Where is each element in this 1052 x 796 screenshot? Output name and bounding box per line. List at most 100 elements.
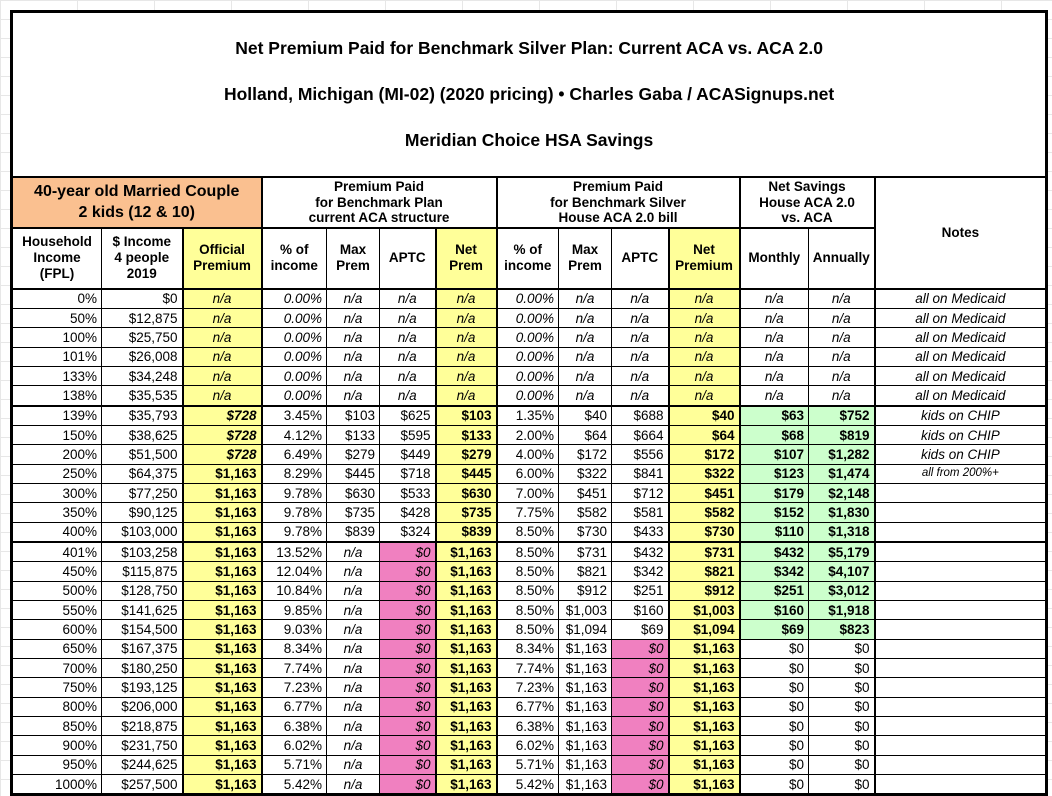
cell-aca-aptc[interactable]: $595	[379, 424, 436, 446]
cell-income[interactable]: $35,793	[101, 404, 183, 426]
cell-savings-monthly[interactable]: $69	[739, 619, 809, 640]
cell-income[interactable]: $206,000	[101, 696, 183, 718]
cell-aca2-aptc[interactable]: $432	[611, 540, 669, 563]
cell-aca2-aptc[interactable]: $251	[611, 580, 669, 602]
cell-aca2-max-prem[interactable]: $1,163	[558, 774, 612, 796]
cell-aca-net-prem[interactable]: n/a	[434, 385, 498, 407]
cell-note[interactable]: all on Medicaid	[873, 288, 1048, 309]
cell-savings-annually[interactable]: $0	[808, 638, 876, 660]
cell-aca2-net-premium[interactable]: $730	[667, 521, 741, 543]
cell-aca2-aptc[interactable]: n/a	[611, 307, 669, 329]
cell-income[interactable]: $167,375	[101, 638, 183, 660]
cell-aca2-net-premium[interactable]: $1,094	[667, 619, 741, 640]
cell-aca2-aptc[interactable]: $0	[611, 774, 669, 796]
cell-fpl[interactable]: 850%	[11, 716, 102, 737]
cell-aca-net-prem[interactable]: $133	[434, 424, 498, 446]
cell-aca-net-prem[interactable]: $279	[434, 444, 498, 465]
cell-savings-annually[interactable]: $1,918	[808, 599, 876, 621]
col-header-aca-pct-income[interactable]: % of income	[261, 227, 327, 290]
cell-aca-aptc[interactable]: $0	[379, 774, 436, 796]
cell-savings-monthly[interactable]: $0	[739, 677, 809, 698]
notes-column-header[interactable]: Notes	[873, 176, 1048, 290]
cell-note[interactable]	[873, 735, 1048, 756]
cell-aca-max-prem[interactable]: n/a	[326, 561, 380, 582]
cell-aca2-aptc[interactable]: n/a	[611, 327, 669, 348]
cell-aca2-net-premium[interactable]: $172	[667, 444, 741, 465]
cell-aca2-max-prem[interactable]: $1,163	[558, 754, 612, 776]
cell-aca-aptc[interactable]: $0	[379, 619, 436, 640]
cell-aca-aptc[interactable]: $0	[379, 735, 436, 756]
cell-savings-monthly[interactable]: $251	[739, 580, 809, 602]
cell-aca-max-prem[interactable]: n/a	[326, 716, 380, 737]
cell-aca-pct-income[interactable]: 6.49%	[261, 444, 327, 465]
cell-income[interactable]: $90,125	[101, 502, 183, 523]
cell-fpl[interactable]: 101%	[11, 346, 102, 367]
cell-fpl[interactable]: 950%	[11, 754, 102, 776]
cell-official-premium[interactable]: $728	[181, 404, 263, 426]
cell-aca2-aptc[interactable]: $160	[611, 599, 669, 621]
cell-note[interactable]	[873, 774, 1048, 796]
cell-aca-net-prem[interactable]: n/a	[434, 307, 498, 329]
cell-official-premium[interactable]: $1,163	[181, 638, 263, 660]
cell-income[interactable]: $0	[101, 288, 183, 309]
cell-aca-aptc[interactable]: $625	[379, 404, 436, 426]
cell-aca-net-prem[interactable]: $1,163	[434, 638, 498, 660]
col-header-aca-net-prem[interactable]: Net Prem	[434, 227, 498, 290]
cell-savings-monthly[interactable]: $0	[739, 716, 809, 737]
cell-official-premium[interactable]: $1,163	[181, 502, 263, 523]
cell-aca-pct-income[interactable]: 13.52%	[261, 540, 327, 563]
cell-aca2-net-premium[interactable]: n/a	[667, 346, 741, 367]
cell-savings-annually[interactable]: $5,179	[808, 540, 876, 563]
cell-aca-pct-income[interactable]: 9.78%	[261, 521, 327, 543]
cell-aca2-net-premium[interactable]: $1,163	[667, 754, 741, 776]
cell-aca-net-prem[interactable]: $1,163	[434, 754, 498, 776]
cell-aca-max-prem[interactable]: n/a	[326, 619, 380, 640]
cell-fpl[interactable]: 500%	[11, 580, 102, 602]
cell-savings-annually[interactable]: $3,012	[808, 580, 876, 602]
col-header-aca2-aptc[interactable]: APTC	[611, 227, 669, 290]
cell-savings-annually[interactable]: $1,318	[808, 521, 876, 543]
cell-savings-monthly[interactable]: $432	[739, 540, 809, 563]
cell-official-premium[interactable]: $1,163	[181, 463, 263, 484]
cell-note[interactable]	[873, 540, 1048, 563]
cell-aca2-aptc[interactable]: $688	[611, 404, 669, 426]
cell-aca2-max-prem[interactable]: n/a	[558, 346, 612, 367]
cell-aca-pct-income[interactable]: 9.78%	[261, 482, 327, 504]
cell-savings-monthly[interactable]: n/a	[739, 327, 809, 348]
cell-aca2-max-prem[interactable]: $322	[558, 463, 612, 484]
cell-savings-annually[interactable]: $0	[808, 716, 876, 737]
cell-income[interactable]: $257,500	[101, 774, 183, 796]
cell-savings-monthly[interactable]: $0	[739, 638, 809, 660]
cell-savings-annually[interactable]: n/a	[808, 365, 876, 387]
cell-savings-annually[interactable]: n/a	[808, 307, 876, 329]
cell-savings-monthly[interactable]: $0	[739, 696, 809, 718]
cell-aca2-net-premium[interactable]: $64	[667, 424, 741, 446]
cell-aca-pct-income[interactable]: 0.00%	[261, 346, 327, 367]
cell-aca-aptc[interactable]: $0	[379, 580, 436, 602]
cell-fpl[interactable]: 250%	[11, 463, 102, 484]
cell-aca2-aptc[interactable]: $556	[611, 444, 669, 465]
cell-fpl[interactable]: 401%	[11, 540, 102, 563]
cell-aca2-max-prem[interactable]: $1,163	[558, 716, 612, 737]
cell-aca-pct-income[interactable]: 8.34%	[261, 638, 327, 660]
cell-aca-aptc[interactable]: $0	[379, 599, 436, 621]
cell-aca-aptc[interactable]: $0	[379, 716, 436, 737]
cell-aca-max-prem[interactable]: n/a	[326, 638, 380, 660]
cell-aca2-max-prem[interactable]: $912	[558, 580, 612, 602]
cell-income[interactable]: $103,000	[101, 521, 183, 543]
col-header-official-premium[interactable]: Official Premium	[181, 227, 263, 290]
cell-aca2-max-prem[interactable]: $1,163	[558, 696, 612, 718]
cell-aca-max-prem[interactable]: n/a	[326, 288, 380, 309]
cell-aca-net-prem[interactable]: $1,163	[434, 696, 498, 718]
cell-savings-monthly[interactable]: $63	[739, 404, 809, 426]
cell-aca2-net-premium[interactable]: n/a	[667, 288, 741, 309]
cell-aca-aptc[interactable]: $0	[379, 658, 436, 679]
cell-aca2-max-prem[interactable]: $1,003	[558, 599, 612, 621]
cell-aca2-max-prem[interactable]: $1,163	[558, 638, 612, 660]
cell-aca-net-prem[interactable]: $1,163	[434, 561, 498, 582]
cell-aca2-max-prem[interactable]: $582	[558, 502, 612, 523]
cell-income[interactable]: $103,258	[101, 540, 183, 563]
cell-aca-max-prem[interactable]: n/a	[326, 658, 380, 679]
aca-2-0-group-header[interactable]: Premium Paid for Benchmark Silver House …	[496, 176, 741, 229]
cell-official-premium[interactable]: $1,163	[181, 754, 263, 776]
